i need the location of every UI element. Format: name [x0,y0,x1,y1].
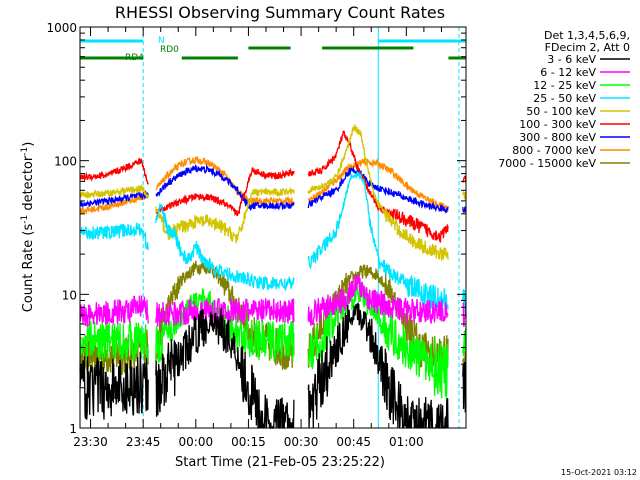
series-line [79,274,467,328]
x-tick-label: 00:30 [284,435,319,449]
flag-label-n: N [158,36,165,46]
legend-entry-label: 50 - 100 keV [526,105,596,118]
footer-date: 15-Oct-2021 03:12 [561,468,637,477]
axis-ticks: 1 10 100 1000 23:30 23:45 00:00 00:15 00:30 00:45… [46,21,466,449]
x-axis-label: Start Time (21-Feb-05 23:25:22) [175,455,385,470]
flag-label-rd4: RD4 [125,53,144,63]
legend-entry-label: 100 - 300 keV [519,118,596,131]
y-tick-label: 100 [54,155,77,169]
series-100-300-kev [79,130,467,243]
legend: Det 1,3,4,5,6,9,FDecim 2, Att 03 - 6 keV… [498,29,630,170]
chart-title: RHESSI Observing Summary Count Rates [115,3,445,22]
legend-entry-label: 800 - 7000 keV [512,144,596,157]
legend-entry-label: 3 - 6 keV [547,53,596,66]
series-7000-15000-kev [79,260,467,378]
y-tick-label: 1 [69,422,77,436]
y-tick-label: 10 [62,288,77,302]
x-tick-label: 23:45 [126,435,161,449]
flag-label-rd0: RD0 [160,45,179,55]
series-3-6-kev [79,301,467,430]
legend-entry-label: 7000 - 15000 keV [498,157,596,170]
plot-frame [79,26,467,429]
series-25-50-kev [79,171,467,314]
legend-header-line: FDecim 2, Att 0 [545,41,630,54]
series-6-12-kev [79,274,467,328]
x-tick-label: 23:30 [73,435,108,449]
legend-entry-label: 25 - 50 keV [533,92,596,105]
x-tick-label: 00:15 [231,435,266,449]
series-50-100-kev [79,124,467,261]
x-tick-label: 00:45 [336,435,371,449]
series-line [79,124,467,261]
legend-header-line: Det 1,3,4,5,6,9, [544,29,630,42]
series-line [79,130,467,243]
series-800-7000-kev [79,156,467,215]
legend-entry-label: 12 - 25 keV [533,79,596,92]
series-line [79,279,467,400]
x-tick-label: 00:00 [179,435,214,449]
series-line [79,164,467,214]
legend-entry-label: 300 - 800 keV [519,131,596,144]
series-line [79,171,467,314]
series-line [79,260,467,378]
series-12-25-kev [79,279,467,400]
series-300-800-kev [79,164,467,214]
y-axis-label: Count Rate (s-1 detector-1) [20,142,36,313]
legend-entry-label: 6 - 12 keV [540,66,596,79]
series-line [79,301,467,430]
series-line [79,156,467,215]
y-tick-label: 1000 [46,21,77,35]
x-tick-label: 01:00 [389,435,424,449]
